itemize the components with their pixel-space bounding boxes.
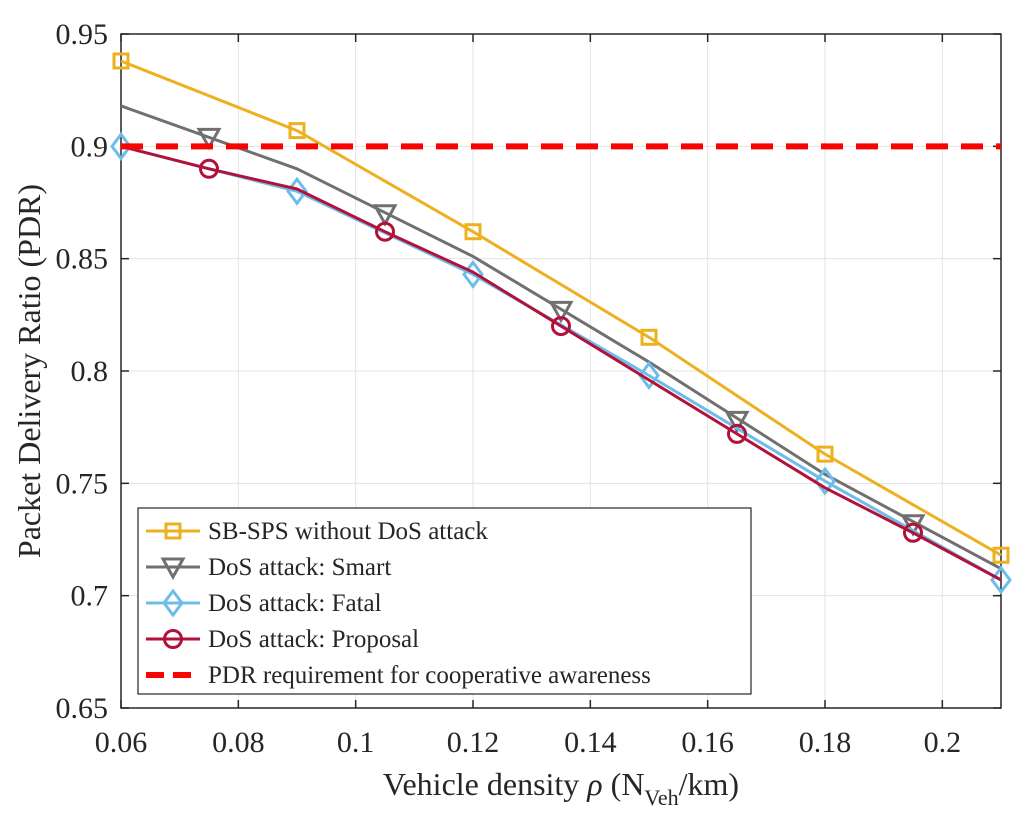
series-layer — [110, 52, 1012, 595]
legend-entry-dos-attack-fatal: DoS attack: Fatal — [146, 588, 382, 618]
legend-label-dos-attack-proposal: DoS attack: Proposal — [208, 626, 419, 653]
series-line-dos-attack-smart — [120, 104, 1002, 571]
series-line-dos-attack-proposal — [120, 144, 1002, 582]
data-point-dos-attack-proposal-4 — [903, 522, 923, 543]
legend-box — [137, 507, 752, 695]
legend-entry-dos-attack-smart: DoS attack: Smart — [146, 554, 391, 581]
data-point-dos-attack-proposal-1 — [375, 221, 395, 242]
y-tick-label-6: 0.95 — [56, 18, 109, 51]
y-tick-label-0: 0.65 — [56, 692, 109, 725]
y-tick-label-1: 0.7 — [71, 580, 109, 613]
x-label-unit-close: /km) — [679, 766, 739, 802]
data-point-dos-attack-fatal-0 — [110, 131, 132, 161]
data-point-dos-attack-proposal-2 — [551, 316, 571, 337]
legend-label-sb-sps-without-dos-attack: SB-SPS without DoS attack — [208, 518, 488, 545]
y-axis-label: Packet Delivery Ratio (PDR) — [11, 184, 47, 558]
series-sb-sps-without-dos-attack — [112, 52, 1010, 564]
series-line-sb-sps-without-dos-attack — [120, 59, 1002, 557]
data-point-sb-sps-without-dos-attack-1 — [288, 122, 306, 140]
legend-label-dos-attack-smart: DoS attack: Smart — [208, 554, 391, 581]
data-point-sb-sps-without-dos-attack-2 — [464, 223, 482, 241]
x-tick-label-1: 0.08 — [212, 726, 265, 759]
x-tick-label-2: 0.1 — [337, 726, 375, 759]
x-axis-label: Vehicle density ρ (NVeh/km) — [383, 766, 739, 810]
legend-marker-dos-attack-smart — [160, 557, 186, 581]
series-dos-attack-smart — [120, 104, 1002, 571]
legend-entry-dos-attack-proposal: DoS attack: Proposal — [146, 626, 419, 653]
y-tick-label-4: 0.85 — [56, 243, 109, 276]
data-point-dos-attack-smart-1 — [372, 204, 398, 227]
legend-entry-sb-sps-without-dos-attack: SB-SPS without DoS attack — [146, 518, 488, 545]
legend: SB-SPS without DoS attack DoS attack: Sma… — [137, 507, 752, 695]
data-point-dos-attack-proposal-0 — [199, 158, 219, 179]
y-tick-label-5: 0.9 — [71, 130, 109, 163]
x-tick-label-3: 0.12 — [447, 726, 500, 759]
x-tick-label-5: 0.16 — [681, 726, 734, 759]
data-point-dos-attack-smart-2 — [548, 300, 574, 324]
data-point-dos-attack-smart-3 — [724, 410, 750, 434]
data-point-dos-attack-fatal-3 — [638, 360, 660, 390]
data-point-dos-attack-proposal-3 — [727, 423, 747, 444]
y-tick-label-3: 0.8 — [71, 355, 109, 388]
data-point-dos-attack-fatal-4 — [814, 466, 836, 496]
x-tick-label-0: 0.06 — [95, 726, 148, 759]
x-tick-label-4: 0.14 — [564, 726, 617, 759]
axis-ticks: 0.06 0.08 0.1 0.12 0.14 0.16 0.18 0.2 0.65 0.7 0.7… — [56, 18, 1001, 759]
data-point-dos-attack-smart-0 — [196, 127, 222, 151]
legend-marker-dos-attack-proposal — [163, 629, 183, 649]
data-point-sb-sps-without-dos-attack-3 — [640, 328, 658, 346]
x-label-prefix: Vehicle density — [383, 766, 587, 802]
legend-label-dos-attack-fatal: DoS attack: Fatal — [208, 590, 382, 617]
data-point-sb-sps-without-dos-attack-0 — [112, 52, 130, 70]
data-point-sb-sps-without-dos-attack-5 — [992, 546, 1010, 564]
x-label-unit-sub: Veh — [644, 785, 678, 810]
y-tick-label-2: 0.75 — [56, 467, 109, 500]
legend-entry-pdr-requirement-for-cooperative-awareness: PDR requirement for cooperative awarenes… — [146, 662, 651, 689]
legend-marker-sb-sps-without-dos-attack — [164, 522, 182, 540]
x-tick-label-7: 0.2 — [924, 726, 962, 759]
legend-marker-dos-attack-fatal — [162, 588, 184, 618]
x-label-unit-open: (N — [603, 766, 645, 802]
data-point-sb-sps-without-dos-attack-4 — [816, 445, 834, 463]
series-dos-attack-proposal — [120, 144, 1002, 582]
x-label-symbol: ρ — [586, 766, 602, 802]
legend-label-pdr-requirement-for-cooperative-awareness: PDR requirement for cooperative awarenes… — [208, 662, 651, 689]
x-tick-label-6: 0.18 — [799, 726, 852, 759]
